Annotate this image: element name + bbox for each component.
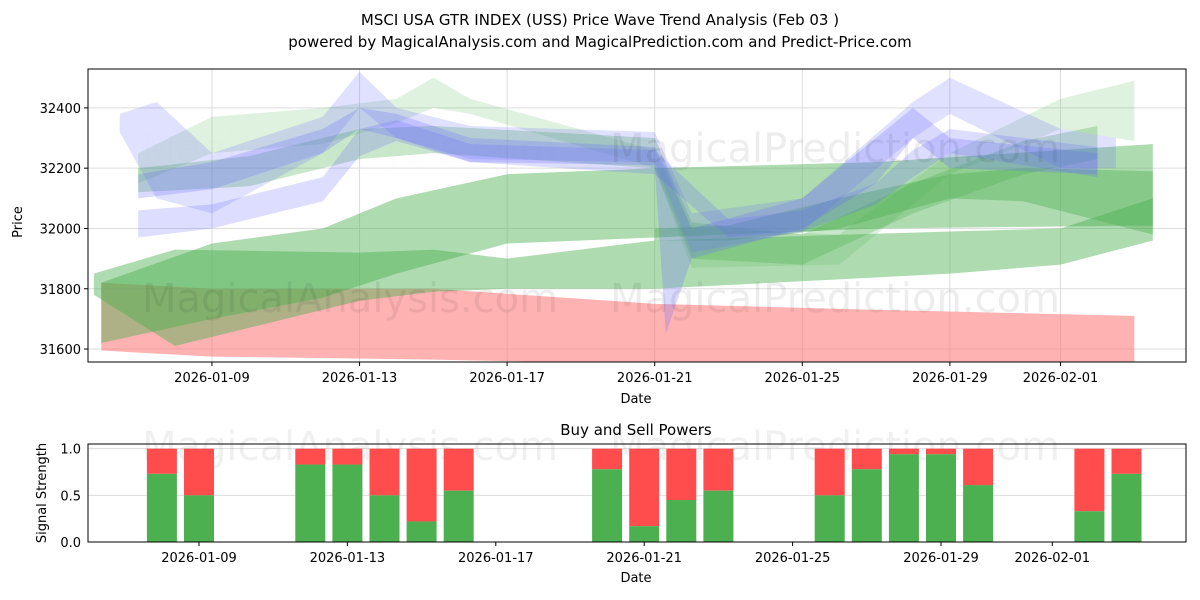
x-tick-label: 2026-01-17 — [469, 371, 545, 386]
buy-bar — [443, 490, 474, 542]
chart-subtitle: powered by MagicalAnalysis.com and Magic… — [288, 33, 912, 51]
buy-bar — [963, 485, 994, 542]
x-tick-label: 2026-01-17 — [458, 551, 534, 566]
sell-bar — [814, 448, 845, 496]
y-tick-label: 0.5 — [60, 489, 81, 504]
sell-bar — [332, 448, 363, 465]
sell-bar — [888, 448, 919, 455]
watermark: MagicalPrediction.com — [610, 276, 1060, 322]
x-tick-label: 2026-01-13 — [310, 551, 386, 566]
sell-bar — [369, 448, 400, 496]
sell-bar — [443, 448, 474, 491]
sell-bar — [184, 448, 214, 496]
watermark: MagicalAnalysis.com — [142, 276, 558, 322]
sell-bar — [963, 448, 994, 486]
sell-bar — [851, 448, 882, 470]
watermark: MagicalPrediction.com — [610, 126, 1060, 172]
buy-bar — [184, 495, 214, 542]
buy-bar — [851, 469, 882, 542]
buy-bar — [926, 454, 956, 542]
green-wave-band — [93, 198, 1153, 347]
x-tick-label: 2026-01-25 — [755, 551, 831, 566]
powers-title: Buy and Sell Powers — [560, 421, 712, 439]
plot-frame — [87, 68, 1187, 363]
buy-bar — [146, 473, 177, 542]
bands — [93, 71, 1153, 362]
sell-bar — [406, 448, 437, 522]
y-tick-label: 32400 — [40, 102, 81, 117]
y-tick-label: 1.0 — [60, 443, 81, 458]
powers-date-axis-label: Date — [620, 571, 651, 586]
sell-bar — [592, 448, 623, 470]
date-axis-label: Date — [620, 392, 651, 407]
buy-bar — [295, 464, 326, 542]
y-tick-label: 31800 — [40, 283, 81, 298]
buy-bar — [369, 495, 400, 542]
green-wave-band — [101, 144, 1153, 344]
blue-wave-band — [138, 107, 1098, 334]
x-tick-label: 2026-01-21 — [606, 551, 682, 566]
x-tick-label: 2026-01-29 — [903, 551, 979, 566]
sell-bar — [1074, 448, 1105, 512]
y-tick-label: 0.0 — [60, 536, 81, 551]
x-tick-label: 2026-01-25 — [765, 371, 841, 386]
green-wave-band — [138, 77, 1135, 268]
sell-bar — [666, 448, 697, 500]
x-tick-label: 2026-01-13 — [322, 371, 398, 386]
price-axis-label: Price — [11, 206, 26, 238]
green-wave-band — [654, 168, 1153, 241]
x-tick-label: 2026-01-09 — [161, 551, 237, 566]
buy-bar — [703, 490, 734, 542]
watermark: MagicalAnalysis.com — [142, 126, 558, 172]
buy-bar — [1111, 473, 1142, 542]
y-tick-label: 31600 — [40, 343, 81, 358]
sell-bar — [926, 448, 956, 455]
signal-axis-label: Signal Strength — [35, 443, 50, 543]
green-wave-band — [138, 125, 1098, 265]
y-tick-label: 32000 — [40, 222, 81, 237]
buy-bar — [332, 464, 363, 542]
buy-bar — [814, 495, 845, 542]
buy-bar — [629, 526, 660, 542]
buy-bar — [666, 500, 697, 542]
sell-bar — [295, 448, 326, 465]
red-wave-band — [101, 282, 1135, 362]
chart-title: MSCI USA GTR INDEX (USS) Price Wave Tren… — [361, 11, 839, 29]
x-tick-label: 2026-01-09 — [174, 371, 250, 386]
buy-bar — [888, 454, 919, 542]
plot-frame — [87, 443, 1187, 543]
buy-bar — [592, 469, 623, 542]
sell-bar — [629, 448, 660, 527]
blue-wave-band — [138, 119, 1098, 238]
sell-bar — [146, 448, 177, 474]
y-tick-label: 32200 — [40, 162, 81, 177]
buy-bar — [406, 521, 437, 542]
x-tick-label: 2026-02-01 — [1023, 371, 1099, 386]
buy-bar — [1074, 511, 1105, 542]
sell-bar — [1111, 448, 1142, 474]
x-tick-label: 2026-01-21 — [617, 371, 693, 386]
sell-bar — [703, 448, 734, 491]
x-tick-label: 2026-01-29 — [912, 371, 988, 386]
x-tick-label: 2026-02-01 — [1015, 551, 1091, 566]
